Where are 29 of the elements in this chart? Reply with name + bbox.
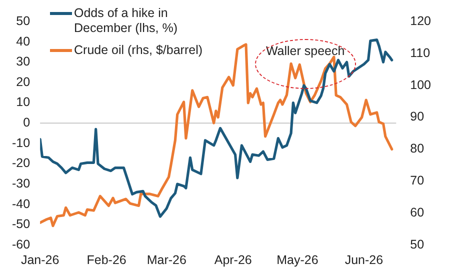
annotation: Waller speech bbox=[266, 44, 345, 58]
y-tick-label: -20 bbox=[12, 156, 30, 170]
y-tick-label: -50 bbox=[12, 217, 30, 232]
y2-tick-label: 110 bbox=[410, 46, 430, 60]
x-tick-label: Mar-26 bbox=[146, 252, 186, 267]
y2-tick-label: 50 bbox=[410, 237, 424, 252]
y-tick-label: -40 bbox=[12, 196, 30, 211]
y-tick-label: -60 bbox=[12, 237, 30, 252]
y-tick-label: 40 bbox=[16, 34, 30, 48]
y2-tick-label: 90 bbox=[410, 110, 424, 124]
y-tick-label: 20 bbox=[16, 74, 30, 89]
legend-label: Odds of a hike in December (lhs, %) bbox=[74, 6, 178, 36]
x-tick-label: May-26 bbox=[276, 252, 318, 267]
y-tick-label: 10 bbox=[16, 95, 30, 110]
y2-tick-label: 70 bbox=[410, 174, 424, 188]
x-tick-label: Jun-26 bbox=[344, 252, 384, 267]
y2-tick-label: 120 bbox=[410, 14, 432, 28]
x-tick-label: Jan-26 bbox=[20, 252, 60, 267]
x-tick-label: Feb-26 bbox=[86, 252, 126, 267]
y-tick-label: 0 bbox=[23, 116, 30, 130]
x-tick-label: Apr-26 bbox=[214, 252, 252, 267]
y2-tick-label: 60 bbox=[410, 206, 424, 220]
y2-tick-label: 80 bbox=[410, 142, 424, 156]
y-tick-label: 50 bbox=[16, 14, 30, 28]
y-tick-label: -30 bbox=[12, 176, 30, 190]
legend-label: Crude oil (rhs, $/barrel) bbox=[74, 43, 203, 58]
y2-tick-label: 100 bbox=[410, 78, 432, 92]
y-tick-label: -10 bbox=[12, 136, 30, 150]
y-tick-label: 30 bbox=[16, 54, 30, 69]
